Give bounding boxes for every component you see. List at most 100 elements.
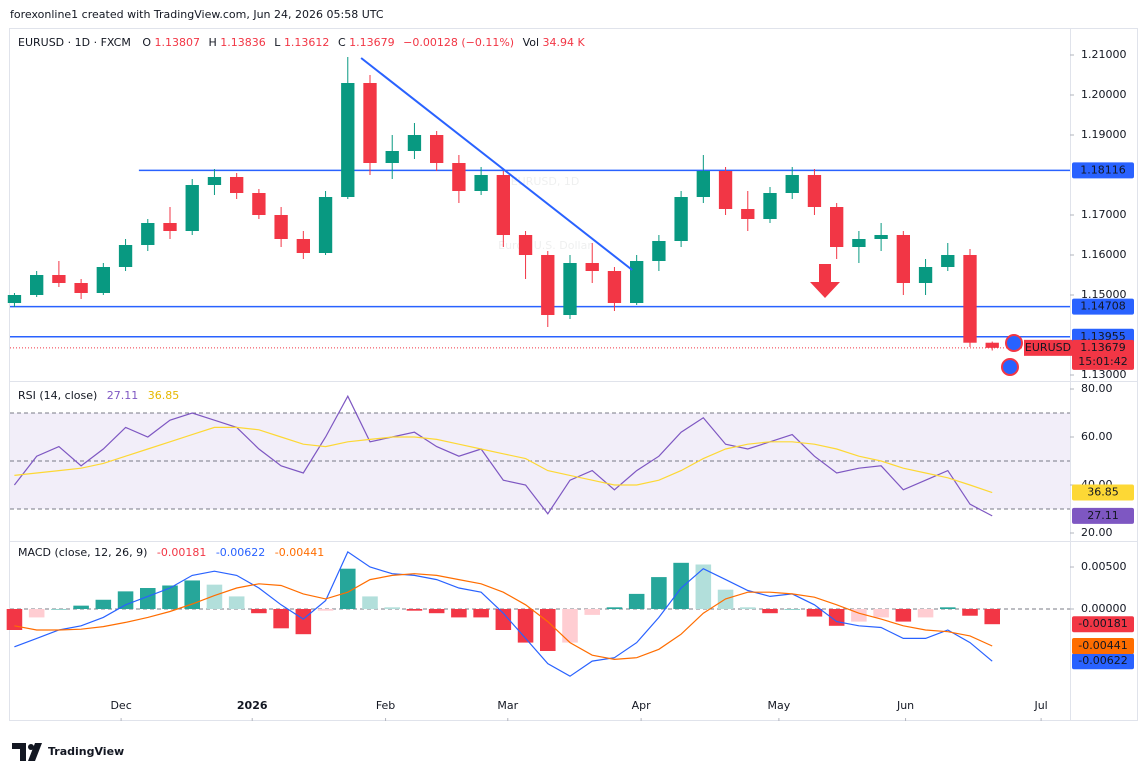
y-tick-label: 1.21000 — [1081, 48, 1127, 61]
candle-body — [541, 255, 555, 315]
candle-body — [474, 175, 488, 191]
y-tick-label: 1.19000 — [1081, 128, 1127, 141]
candle-body — [985, 342, 999, 348]
candle-body — [607, 271, 622, 303]
close-value: 1.13679 — [349, 36, 395, 49]
candle-body — [141, 223, 155, 245]
y-tick-label: 0.00500 — [1081, 560, 1127, 573]
candle-body — [296, 239, 310, 253]
candle-body — [318, 197, 333, 253]
rsi-band-fill — [10, 412, 1070, 509]
chart-frame — [9, 28, 1138, 721]
alert-icon — [1001, 358, 1019, 376]
candle-body — [30, 275, 44, 295]
ohlc-label: H — [209, 36, 217, 49]
candle-body — [185, 185, 199, 231]
histogram-bar — [317, 609, 334, 611]
last-value-label: -0.00441 — [1078, 639, 1127, 652]
candle-body — [630, 261, 644, 303]
histogram-bar — [673, 562, 689, 610]
histogram-bar — [806, 609, 823, 617]
x-tick-label: Jul — [1033, 699, 1047, 712]
series-line — [14, 426, 993, 494]
symbol-tag-bg — [1024, 339, 1072, 356]
logo-dot — [28, 744, 34, 750]
histogram-bar — [451, 609, 467, 618]
candle-body — [963, 255, 977, 343]
candle-body — [430, 135, 444, 163]
macd-value: -0.00622 — [216, 546, 265, 559]
symbol: EURUSD · 1D · FXCM — [18, 36, 131, 49]
histogram-bar — [984, 609, 1000, 625]
alert-icons — [1001, 334, 1023, 376]
x-tick-label: Apr — [632, 699, 652, 712]
candle-body — [741, 209, 755, 219]
volume-label: Vol — [523, 36, 539, 49]
histogram-bar — [584, 609, 600, 615]
x-tick-label: 2026 — [237, 699, 268, 712]
candle-body — [696, 171, 710, 197]
candle-body — [807, 175, 822, 207]
histogram-bar — [428, 609, 445, 614]
histogram-bar — [895, 609, 912, 622]
last-value-label-bg — [1072, 653, 1134, 670]
symbol-tag: EURUSD — [1025, 341, 1071, 354]
x-tick-label: Dec — [110, 699, 131, 712]
level-label: 1.18116 — [1080, 163, 1126, 176]
y-tick-label: 1.17000 — [1081, 208, 1127, 221]
series-line — [14, 573, 993, 661]
candle-body — [785, 175, 799, 193]
last-value-label: -0.00622 — [1078, 654, 1127, 667]
histogram-bar — [95, 599, 112, 610]
level-label: 1.14708 — [1080, 300, 1126, 313]
candle-body — [74, 283, 88, 293]
histogram-bar — [228, 596, 245, 610]
macd-title: MACD (close, 12, 26, 9) — [18, 546, 147, 559]
last-value-label: 36.85 — [1087, 486, 1119, 499]
candle-body — [363, 83, 377, 163]
histogram-bar — [562, 609, 578, 643]
candle-body — [941, 255, 955, 267]
y-tick-label: 20.00 — [1081, 526, 1113, 539]
last-value-label-bg — [1072, 507, 1134, 524]
y-tick-label: 1.15000 — [1081, 288, 1127, 301]
histogram-bar — [295, 609, 312, 635]
candle-body — [674, 197, 688, 241]
series-line — [13, 394, 993, 517]
candle-body — [452, 163, 466, 191]
histogram-bar — [695, 564, 712, 610]
candle-body — [518, 235, 533, 255]
histogram-bar — [962, 609, 978, 616]
ohlc-label: L — [274, 36, 281, 49]
candle-body — [918, 267, 933, 283]
last-value-label-bg — [1072, 484, 1134, 501]
x-tick-label: Jun — [896, 699, 914, 712]
header-text: forexonline1 created with TradingView.co… — [10, 8, 384, 21]
candle-body — [52, 275, 66, 283]
current-price-label: 1.13679 — [1080, 341, 1126, 354]
candle-body — [341, 83, 355, 197]
histogram-bar — [828, 609, 845, 626]
candle-body — [563, 263, 577, 315]
histogram-bar — [917, 609, 934, 618]
last-value-label: 27.11 — [1087, 509, 1119, 522]
histogram-bar — [340, 568, 356, 610]
histogram-bar — [251, 609, 267, 614]
histogram-bar — [184, 580, 200, 610]
ohlc-label: C — [338, 36, 346, 49]
level-label-bg — [1072, 162, 1134, 179]
level-label-bg — [1072, 298, 1134, 315]
candle-body — [852, 239, 866, 247]
change: −0.00128 (−0.11%) — [403, 36, 514, 49]
chart-layer: 1.21000 1.20000 1.19000 1.17000 1.16000 1.150… — [6, 48, 1134, 721]
watermark-subtitle: Euro / U.S. Dollar — [498, 239, 592, 252]
histogram-bar — [362, 596, 378, 610]
trendline — [360, 57, 633, 271]
histogram-bar — [162, 585, 178, 610]
candle-body — [163, 223, 177, 231]
histogram-bar — [495, 609, 512, 630]
rsi-value: 27.11 — [107, 389, 139, 402]
